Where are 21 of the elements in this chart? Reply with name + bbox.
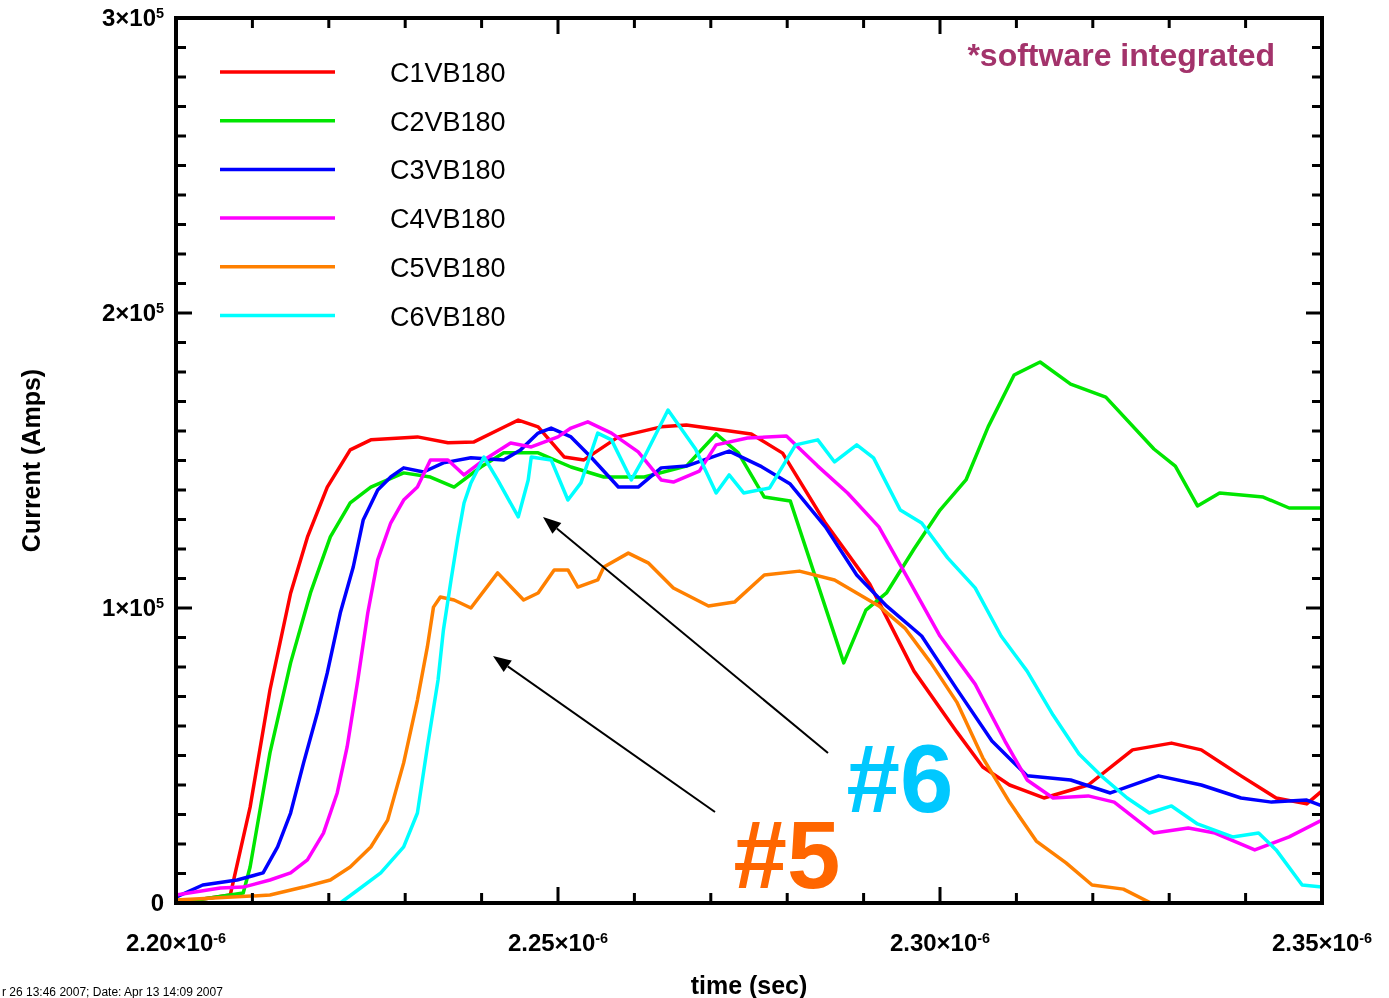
legend-label: C5VB180 bbox=[390, 252, 506, 283]
line-series bbox=[176, 551, 1153, 903]
x-tick-label: 2.35×10$^{-6}$ bbox=[1271, 929, 1373, 956]
y-tick-label: 1×10$^{5}$ bbox=[101, 594, 164, 621]
legend-label: C2VB180 bbox=[390, 106, 506, 137]
legend-label: C4VB180 bbox=[390, 204, 506, 235]
x-tick-label: 2.25×10$^{-6}$ bbox=[507, 929, 609, 956]
y-axis-title: Current (Amps) bbox=[17, 368, 45, 553]
legend-label: C1VB180 bbox=[390, 58, 506, 88]
annotation: #5 bbox=[733, 801, 841, 908]
legend-label: C6VB180 bbox=[390, 301, 506, 332]
x-tick-label: 2.20×10$^{-6}$ bbox=[125, 929, 227, 956]
annotation: #6 bbox=[846, 725, 954, 832]
legend-label: C3VB180 bbox=[390, 155, 506, 186]
text: r 26 13:46 2007; Date: Apr 13 14:09 2007 bbox=[2, 985, 224, 998]
line-series bbox=[338, 408, 1322, 903]
y-tick-label: 0 bbox=[150, 889, 164, 916]
y-tick-label: 3×10$^{5}$ bbox=[101, 4, 164, 31]
y-tick-label: 2×10$^{5}$ bbox=[101, 299, 164, 326]
x-tick-label: 2.30×10$^{-6}$ bbox=[889, 929, 991, 956]
annotation: *software integrated bbox=[967, 37, 1275, 73]
